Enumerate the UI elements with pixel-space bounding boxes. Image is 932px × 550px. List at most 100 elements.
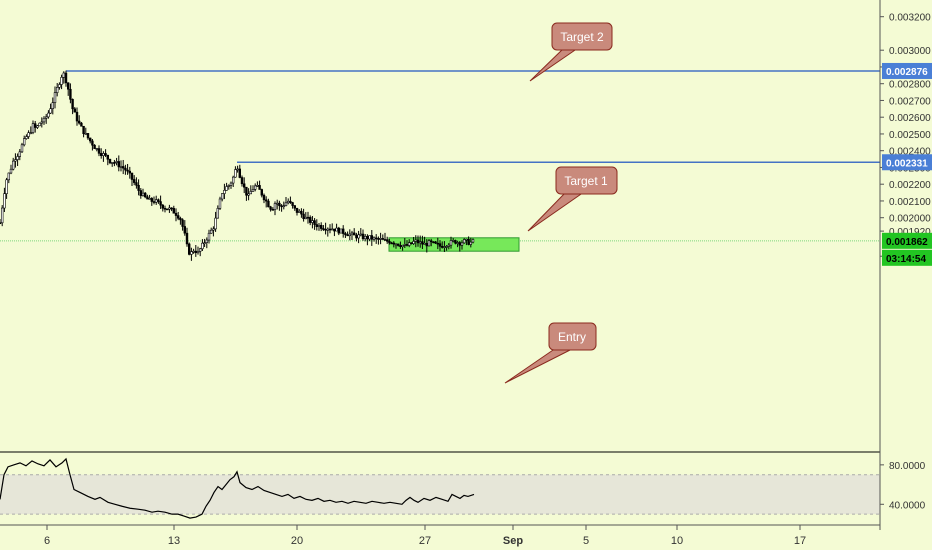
candle-body — [317, 224, 321, 227]
candle-body — [148, 198, 151, 200]
price-candles — [0, 70, 475, 261]
candle-body — [0, 222, 2, 225]
candle-body — [201, 242, 204, 250]
candle-body — [53, 92, 57, 103]
candle-body — [392, 242, 395, 245]
candle-body — [5, 179, 8, 194]
candle-body — [139, 190, 142, 196]
candle-body — [207, 232, 211, 241]
candle-body — [256, 185, 259, 187]
time-axis-label-2: 20 — [291, 535, 303, 547]
candle-body — [293, 205, 296, 209]
target-1-callout-label: Target 1 — [564, 174, 608, 188]
time-axis[interactable]: 6 13 20 27 Sep 5 10 17 — [44, 525, 806, 547]
candle-body — [399, 245, 402, 247]
candle-body — [319, 224, 323, 229]
candle-body — [249, 191, 252, 195]
candle-body — [106, 154, 110, 160]
candle-body — [330, 228, 334, 231]
candle-body — [218, 198, 222, 209]
candle-body — [128, 170, 131, 174]
price-axis-label-6: 0.002400 — [889, 147, 931, 158]
price-tag-0 — [882, 62, 932, 79]
candle-body — [273, 203, 277, 210]
candle-body — [333, 228, 336, 232]
candle-body — [405, 244, 409, 246]
candle-body — [381, 238, 384, 240]
candle-body — [25, 136, 28, 139]
candle-body — [113, 162, 116, 164]
entry-callout[interactable]: Entry — [504, 322, 597, 384]
candle-body — [102, 153, 105, 156]
candle-body — [205, 239, 208, 243]
price-axis-label-9: 0.002700 — [889, 96, 931, 107]
candle-body — [346, 234, 349, 237]
indicator-axis[interactable]: 80.0000 40.0000 — [880, 461, 926, 511]
price-axis-label-4: 0.002200 — [889, 180, 931, 191]
candle-body — [418, 241, 422, 244]
target-2-callout-label: Target 2 — [560, 30, 604, 44]
price-axis-label-7: 0.002500 — [889, 130, 931, 141]
candle-body — [214, 217, 217, 230]
candle-body — [447, 244, 450, 247]
candle-body — [119, 166, 123, 168]
candle-body — [27, 132, 30, 137]
candle-body — [199, 248, 202, 252]
candle-body — [262, 194, 266, 201]
candle-body — [221, 193, 224, 200]
indicator-band — [0, 474, 880, 515]
candle-body — [185, 232, 189, 245]
candle-body — [155, 199, 158, 203]
candle-body — [258, 185, 261, 190]
candle-body — [14, 159, 17, 162]
candle-body — [86, 133, 90, 139]
target-2-callout[interactable]: Target 2 — [529, 22, 613, 82]
target-1-callout-box — [555, 166, 618, 195]
candle-body — [414, 239, 417, 242]
candle-body — [192, 250, 195, 253]
candle-body — [291, 202, 294, 206]
candle-body — [390, 242, 393, 245]
candle-body — [449, 240, 453, 246]
candle-body — [295, 207, 299, 213]
time-axis-label-4: Sep — [503, 535, 523, 547]
candle-body — [379, 238, 382, 240]
candle-body — [396, 243, 400, 246]
candle-body — [161, 204, 164, 209]
candle-body — [190, 251, 193, 255]
candle-body — [172, 208, 175, 214]
candle-body — [372, 237, 376, 240]
candle-body — [20, 144, 24, 153]
candle-body — [432, 241, 435, 244]
candle-body — [117, 161, 121, 168]
target-1-callout[interactable]: Target 1 — [527, 166, 618, 232]
candle-body — [436, 242, 439, 245]
candle-body — [93, 144, 96, 149]
candle-body — [174, 212, 178, 216]
candle-body — [203, 242, 206, 244]
candle-body — [401, 245, 404, 247]
candle-body — [344, 233, 347, 236]
price-tag-1 — [882, 154, 932, 171]
indicator-pane[interactable] — [0, 457, 880, 519]
candle-body — [234, 169, 237, 178]
time-axis-label-3: 27 — [419, 535, 431, 547]
candle-body — [38, 122, 41, 127]
candle-body — [421, 241, 424, 245]
candle-body — [33, 123, 37, 128]
candle-body — [335, 227, 338, 232]
price-tag-2 — [882, 232, 932, 249]
candle-body — [16, 156, 19, 160]
candle-body — [73, 108, 77, 113]
indicator-line — [0, 457, 475, 519]
price-axis-label-13: 0.003200 — [889, 13, 931, 24]
price-tag-label-1: 0.002331 — [886, 158, 928, 169]
price-axis-label-8: 0.002600 — [889, 113, 931, 124]
candle-body — [315, 224, 318, 227]
candle-body — [322, 228, 325, 230]
candle-body — [179, 217, 182, 221]
time-axis-label-7: 17 — [794, 535, 806, 547]
candle-body — [225, 186, 228, 191]
candle-body — [361, 233, 365, 240]
candle-body — [60, 77, 63, 85]
